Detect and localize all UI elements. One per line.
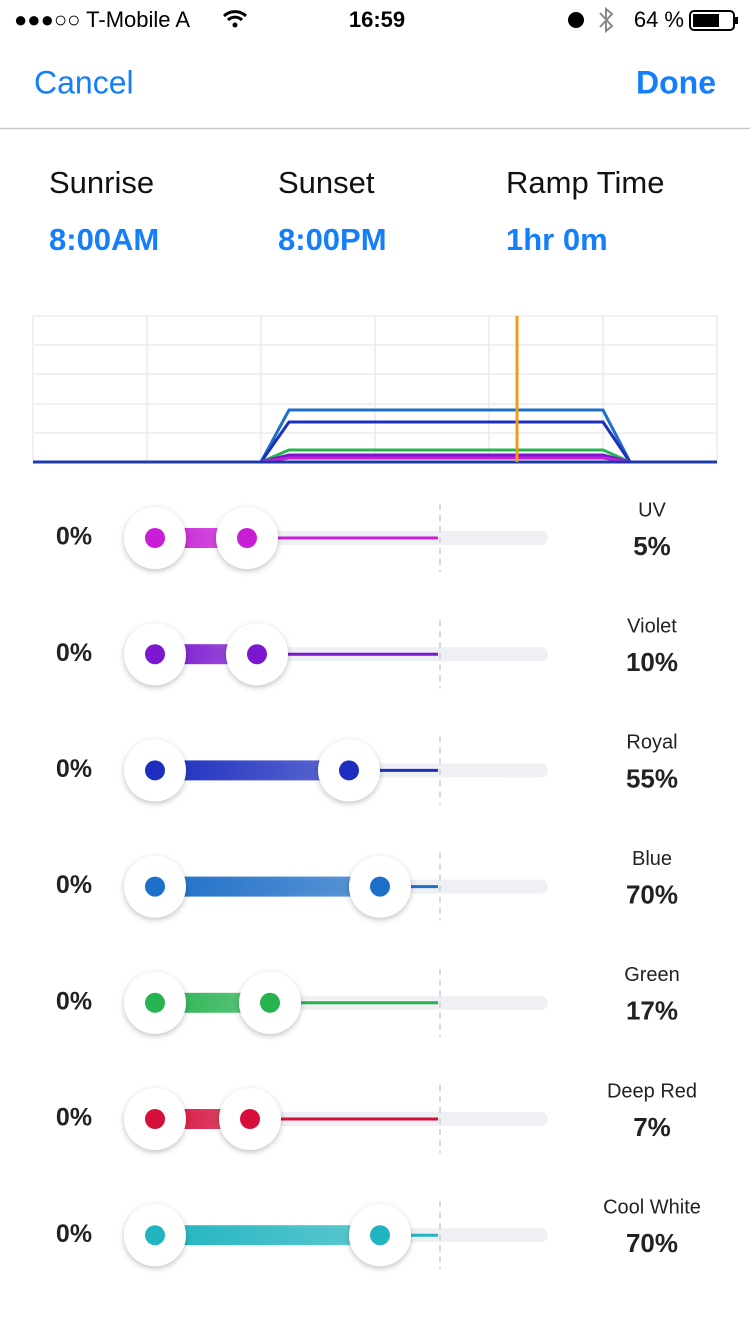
channel-name: UV [638,499,666,521]
channel-row: 0% Royal 55% [56,732,678,805]
channel-name: Violet [627,615,677,637]
knob-dot [145,760,165,781]
knob-dot [145,1225,165,1246]
channel-row: 0% Cool White 70% [56,1196,701,1270]
max-value: 70% [626,1228,678,1258]
knob-dot [145,992,165,1013]
chart-traces [33,316,717,464]
alarm-icon [568,12,584,28]
knob-dot [370,1225,390,1246]
schedule: Sunrise 8:00AM Sunset 8:00PM Ramp Time 1hr 0m [49,165,664,257]
chart-grid [33,316,717,462]
schedule-value[interactable]: 1hr 0m [506,222,608,257]
min-value: 0% [56,639,92,667]
clock: 16:59 [349,7,405,32]
schedule-label: Sunrise [49,165,154,200]
channel-row: 0% Violet 10% [56,615,678,689]
min-value: 0% [56,871,92,899]
range-fill [155,876,380,897]
wifi-icon [222,10,248,22]
range-fill [155,760,349,781]
battery-fill [693,14,719,27]
schedule-value[interactable]: 8:00AM [49,222,159,257]
bluetooth-icon [599,6,614,34]
trace-green [260,448,631,464]
max-value: 5% [633,531,671,561]
channel-name: Green [624,964,680,986]
knob-dot [145,876,165,897]
schedule-label: Sunset [278,165,375,200]
channel-name: Cool White [603,1196,701,1218]
trace-royal [259,420,632,463]
schedule-value[interactable]: 8:00PM [278,222,387,257]
channel-row: 0% Blue 70% [56,848,678,921]
carrier: ●●●○○ T-Mobile A [14,7,190,32]
schedule-label: Ramp Time [506,165,664,200]
range-fill [155,1225,380,1246]
channel-name: Deep Red [607,1080,697,1102]
knob-dot [339,760,359,781]
knob-dot [237,528,257,548]
knob-dot [240,1109,260,1129]
min-value: 0% [56,523,92,551]
battery-icon [689,10,735,31]
battery-level: 64 % [634,7,684,32]
min-value: 0% [56,1104,92,1132]
channel-row: 0% Green 17% [56,964,680,1037]
wifi-dot [232,22,238,28]
max-value: 17% [626,996,678,1026]
trace-uv [260,456,631,464]
min-value: 0% [56,755,92,783]
channel-row: 0% UV 5% [56,499,671,572]
trace-blue [259,408,632,463]
max-value: 10% [626,647,678,677]
max-value: 55% [626,763,678,793]
knob-dot [145,644,165,665]
knob-dot [145,528,165,548]
min-value: 0% [56,1220,92,1248]
knob-dot [247,644,267,665]
cancel-button[interactable]: Cancel [34,64,134,100]
knob-dot [260,992,280,1013]
max-value: 70% [626,879,678,909]
channel-row: 0% Deep Red 7% [56,1080,697,1153]
max-value: 7% [633,1112,671,1142]
min-value: 0% [56,987,92,1015]
channel-name: Blue [632,848,672,870]
done-button[interactable]: Done [636,64,716,100]
knob-dot [370,876,390,897]
battery-tip [735,17,738,24]
channel-sliders: 0% UV 5% 0% Violet 10% 0% Royal 55% 0% Blue 70% 0% Gr… [56,499,701,1270]
knob-dot [145,1109,165,1129]
channel-name: Royal [626,732,677,754]
